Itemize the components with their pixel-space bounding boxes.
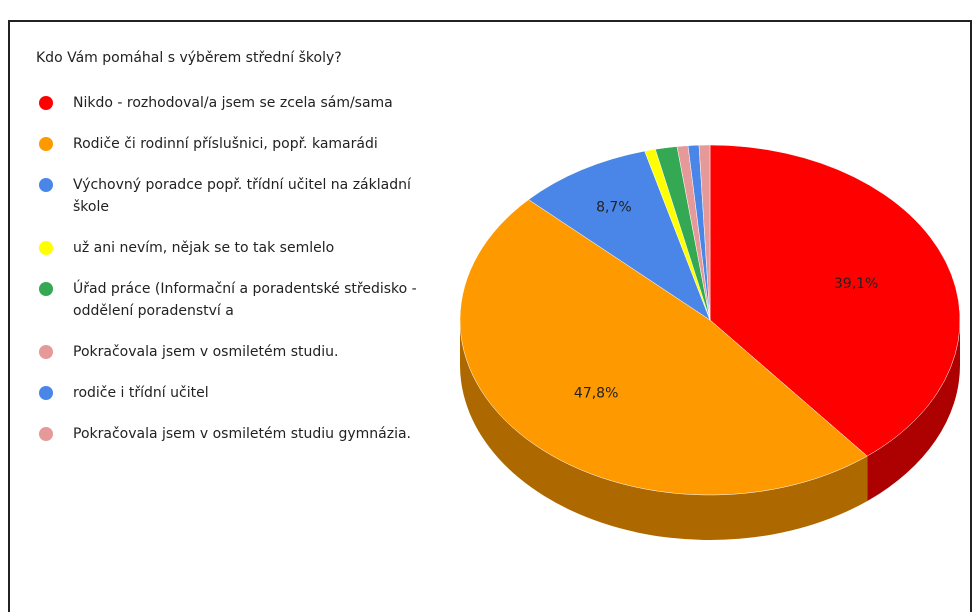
legend-swatch [39,178,53,192]
legend-label: Pokračovala jsem v osmiletém studiu gymn… [73,426,411,442]
legend-item: rodiče i třídní učitel [36,382,436,404]
legend-swatch [39,345,53,359]
data-label: 39,1% [834,276,878,292]
legend-label: Pokračovala jsem v osmiletém studiu. [73,344,339,360]
legend: Nikdo - rozhodoval/a jsem se zcela sám/s… [36,92,436,464]
legend-swatch [39,137,53,151]
pie-slice [459,199,868,496]
legend-item: Výchovný poradce popř. třídní učitel na … [36,174,436,218]
data-label: 47,8% [574,386,618,402]
legend-swatch [39,282,53,296]
frame [8,20,972,612]
data-label: 8,7% [596,199,632,215]
pie-slice [709,144,961,457]
legend-swatch [39,386,53,400]
legend-label: Výchovný poradce popř. třídní učitel na … [73,177,411,215]
legend-item: Úřad práce (Informační a poradentské stř… [36,278,436,322]
pie-slice [528,150,711,321]
legend-label: Nikdo - rozhodoval/a jsem se zcela sám/s… [73,95,393,111]
legend-item: už ani nevím, nějak se to tak semlelo [36,237,436,259]
legend-label: Rodiče či rodinní příslušnici, popř. kam… [73,136,378,152]
legend-label: už ani nevím, nějak se to tak semlelo [73,240,335,256]
legend-item: Nikdo - rozhodoval/a jsem se zcela sám/s… [36,92,436,114]
pie-slice-side [867,320,960,502]
legend-item: Pokračovala jsem v osmiletém studiu. [36,341,436,363]
chart-title: Kdo Vám pomáhal s výběrem střední školy? [36,50,342,66]
pie-slice [698,144,711,321]
legend-item: Pokračovala jsem v osmiletém studiu gymn… [36,423,436,445]
legend-label: Úřad práce (Informační a poradentské stř… [73,281,417,319]
legend-label: rodiče i třídní učitel [73,385,209,401]
pie-slice-side [460,320,868,541]
legend-swatch [39,96,53,110]
legend-swatch [39,427,53,441]
legend-item: Rodiče či rodinní příslušnici, popř. kam… [36,133,436,155]
legend-swatch [39,241,53,255]
